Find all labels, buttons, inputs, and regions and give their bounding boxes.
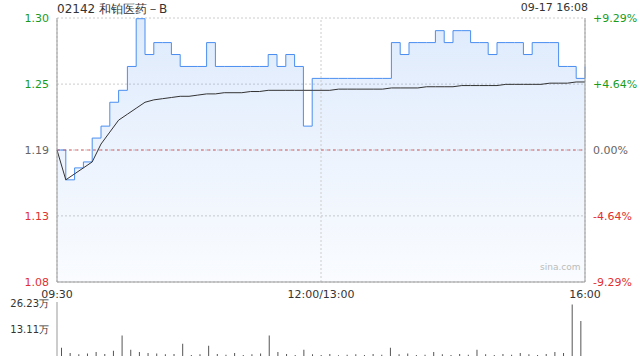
html-text:09-17 16:08: 09-17 16:08 [520,1,588,14]
svg-text:26.23万: 26.23万 [10,298,49,309]
svg-text:-4.64%: -4.64% [593,210,632,223]
svg-text:1.13: 1.13 [25,210,50,223]
svg-text:+4.64%: +4.64% [593,78,632,91]
svg-text:12:00/13:00: 12:00/13:00 [287,288,354,301]
svg-text:09:30: 09:30 [41,287,73,301]
svg-text:0.00%: 0.00% [593,144,628,157]
svg-text:1.30: 1.30 [25,12,50,25]
svg-text:+9.29%: +9.29% [593,12,632,25]
svg-text:1.25: 1.25 [25,78,50,91]
html-text:02142 和铂医药－B: 02142 和铂医药－B [57,2,168,16]
svg-text:16:00: 16:00 [569,288,601,301]
svg-text:-9.29%: -9.29% [593,276,632,289]
svg-text:13.11万: 13.11万 [10,324,49,335]
html-text:sina.com: sina.com [540,262,581,272]
svg-text:1.08: 1.08 [25,276,50,289]
svg-text:1.19: 1.19 [25,144,50,157]
